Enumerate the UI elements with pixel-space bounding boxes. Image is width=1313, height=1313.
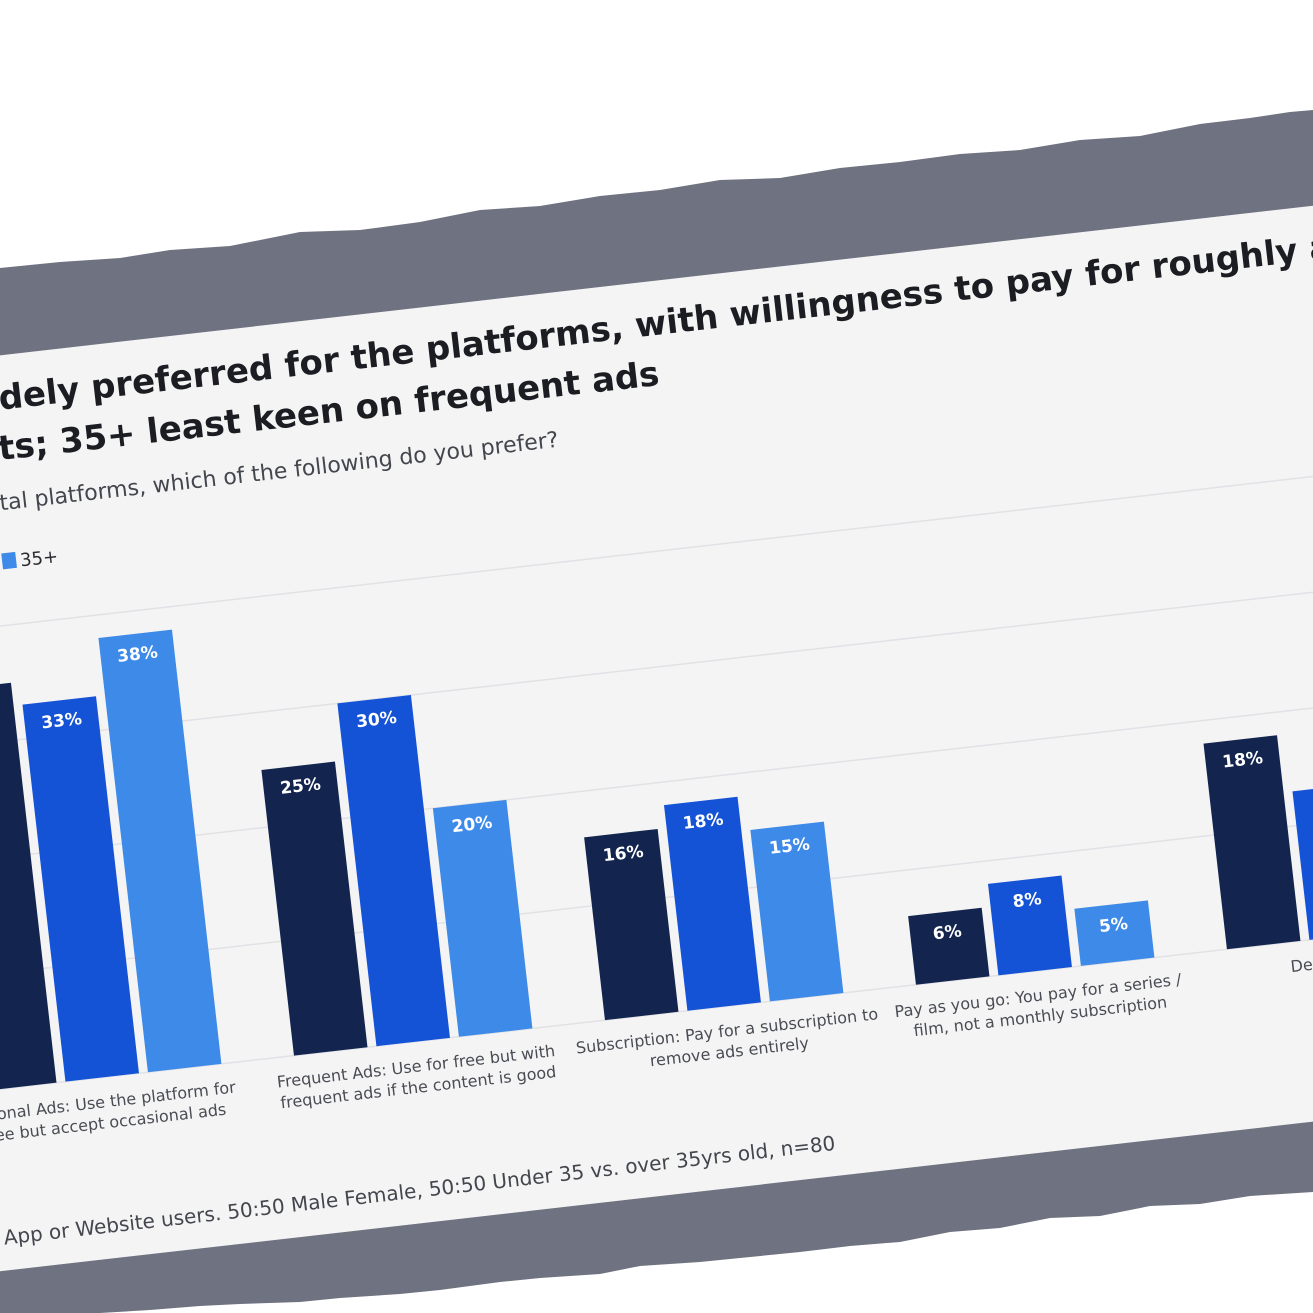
bar [22,696,139,1082]
grid-line [0,445,1313,663]
bar [1203,735,1301,950]
data-label: 18% [682,810,725,834]
data-label: 20% [451,813,494,837]
bar [432,799,533,1037]
bar [0,682,57,1092]
data-label: 30% [355,708,398,732]
legend-swatch [1,551,17,570]
bar [261,761,368,1056]
card-background [0,179,1313,1299]
bar [908,907,990,985]
data-label: 8% [1012,889,1043,912]
bar [750,821,844,1002]
bar [584,828,679,1021]
data-label: 33% [40,709,83,733]
legend-label: 35+ [19,546,59,571]
data-label: 38% [116,642,159,666]
data-label: 5% [1098,914,1129,937]
bar [987,875,1072,976]
data-label: 25% [279,774,322,798]
data-label: 18% [1221,748,1264,772]
bar [337,695,450,1047]
bar [98,629,222,1073]
data-label: 16% [602,842,645,866]
bar [1074,900,1155,966]
chart-card: dely preferred for the platforms, with w… [0,179,1313,1299]
data-label: 15% [768,834,811,858]
bar [663,796,761,1011]
data-label: 6% [932,921,963,944]
